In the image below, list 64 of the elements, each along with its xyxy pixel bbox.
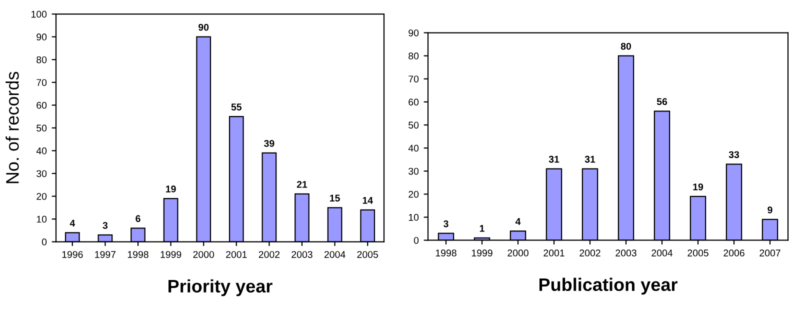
y-axis-title: No. of records [6,72,19,184]
y-tick-label: 0 [42,238,47,246]
data-label: 3 [444,220,448,228]
y-tick-label: 70 [36,79,47,86]
x-tick-label: 1998 [436,250,456,256]
data-label: 1 [480,225,484,232]
data-label: 21 [296,181,308,188]
x-tick-label: 2000 [508,250,528,256]
x-axis-title: Publication year [539,278,678,295]
y-tick-label: 40 [408,144,419,152]
x-tick-label: 2001 [544,250,564,256]
y-tick-label: 10 [408,214,419,221]
data-label: 4 [70,220,76,227]
x-tick-label: 2000 [193,251,214,258]
x-tick-label: 1997 [95,251,116,258]
x-tick-label: 2003 [616,250,636,256]
y-tick-label: 30 [36,170,47,178]
data-label: 19 [693,183,704,190]
y-tick-label: 50 [408,122,419,129]
data-label: 19 [166,186,176,192]
y-tick-label: 90 [408,29,419,36]
data-label: 15 [330,194,340,202]
y-tick-label: 80 [36,56,47,64]
y-tick-label: 60 [36,102,47,109]
data-label: 39 [264,140,274,147]
y-tick-label: 90 [36,34,47,40]
y-tick-label: 70 [408,76,419,82]
y-tick-label: 50 [36,124,47,132]
y-tick-label: 40 [36,147,47,154]
data-label: 14 [362,197,373,204]
y-tick-label: 0 [414,236,419,244]
data-label: 3 [102,222,108,229]
x-tick-label: 2004 [324,251,346,258]
x-axis-title: Priority year [168,279,272,296]
y-tick-label: 60 [408,98,419,106]
x-tick-label: 1999 [160,251,182,258]
x-tick-label: 2002 [580,250,600,256]
x-tick-label: 2003 [292,251,312,258]
x-tick-label: 1996 [62,251,83,258]
x-tick-label: 1999 [472,250,492,256]
y-tick-label: 20 [36,192,47,200]
data-label: 80 [620,42,632,50]
data-label: 4 [515,218,521,225]
y-tick-label: 30 [408,168,419,175]
x-tick-label: 1998 [128,251,148,258]
x-tick-label: 2005 [357,251,378,258]
x-tick-label: 2005 [688,250,708,256]
data-label: 55 [231,104,242,110]
y-tick-label: 10 [36,216,47,223]
data-label: 31 [548,156,560,163]
x-tick-label: 2007 [760,250,780,256]
data-label: 6 [136,215,140,222]
data-label: 9 [768,206,772,214]
data-label: 56 [656,98,668,106]
y-tick-label: 100 [31,10,47,18]
x-tick-label: 2006 [724,250,744,256]
x-tick-label: 2002 [258,251,280,258]
y-tick-label: 20 [408,190,419,198]
data-label: 31 [584,156,596,163]
data-label: 33 [728,151,740,158]
x-tick-label: 2001 [226,251,247,258]
y-tick-label: 80 [408,52,419,60]
x-tick-label: 2004 [652,250,673,256]
data-label: 90 [198,24,209,31]
